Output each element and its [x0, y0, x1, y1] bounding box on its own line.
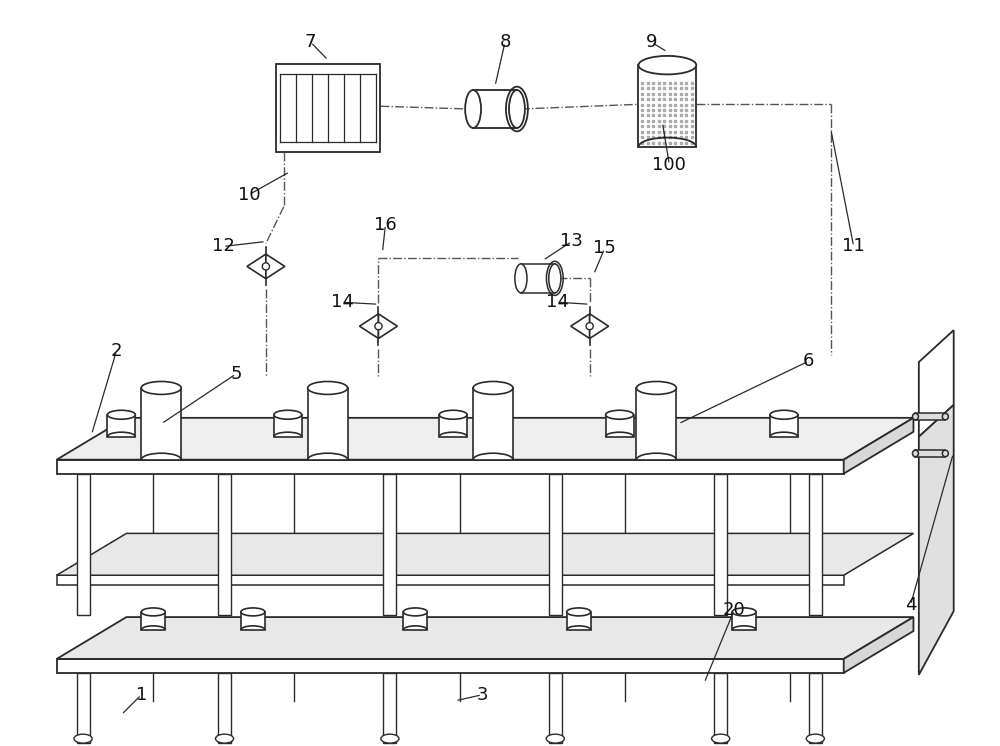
Bar	[732, 612, 756, 630]
Text: 8: 8	[499, 34, 511, 51]
Ellipse shape	[381, 734, 399, 743]
Text: 14: 14	[546, 293, 569, 311]
Ellipse shape	[439, 410, 467, 419]
Text: 4: 4	[905, 596, 916, 614]
Polygon shape	[57, 659, 844, 673]
Bar	[473, 90, 517, 128]
Ellipse shape	[308, 381, 348, 395]
Bar	[521, 264, 555, 292]
Ellipse shape	[473, 381, 513, 395]
Polygon shape	[360, 314, 378, 339]
Bar	[218, 474, 231, 615]
Polygon shape	[57, 533, 913, 575]
Ellipse shape	[549, 264, 561, 292]
Bar	[606, 415, 634, 436]
Bar	[714, 474, 727, 615]
Ellipse shape	[465, 90, 481, 128]
Ellipse shape	[215, 734, 234, 743]
Ellipse shape	[375, 322, 382, 330]
Bar	[383, 673, 396, 742]
Bar	[241, 612, 265, 630]
Ellipse shape	[606, 410, 634, 419]
Polygon shape	[57, 575, 844, 585]
Text: 10: 10	[238, 186, 260, 204]
Bar	[141, 388, 181, 460]
Polygon shape	[590, 314, 609, 339]
Text: 3: 3	[476, 686, 488, 703]
Ellipse shape	[586, 322, 593, 330]
Ellipse shape	[638, 56, 696, 75]
Bar	[274, 415, 302, 436]
Polygon shape	[57, 418, 913, 460]
Bar	[915, 413, 945, 420]
Text: 20: 20	[723, 601, 745, 619]
Ellipse shape	[712, 734, 730, 743]
Bar	[549, 673, 562, 742]
Ellipse shape	[732, 608, 756, 616]
Bar	[770, 415, 798, 436]
Bar	[809, 474, 822, 615]
Text: 13: 13	[560, 233, 583, 251]
Bar	[549, 474, 562, 615]
Polygon shape	[378, 314, 397, 339]
Ellipse shape	[107, 410, 135, 419]
Bar	[77, 673, 90, 742]
Ellipse shape	[912, 451, 918, 457]
Bar	[714, 673, 727, 742]
Bar	[77, 474, 90, 615]
Text: 6: 6	[803, 352, 815, 370]
Text: 15: 15	[593, 239, 616, 257]
Polygon shape	[919, 330, 954, 436]
Text: 7: 7	[305, 34, 316, 51]
Ellipse shape	[262, 263, 269, 270]
Bar	[809, 673, 822, 742]
Ellipse shape	[546, 734, 564, 743]
Text: 100: 100	[652, 156, 686, 174]
Text: 11: 11	[842, 237, 865, 255]
Polygon shape	[844, 418, 913, 474]
Text: 16: 16	[374, 216, 397, 233]
Ellipse shape	[567, 608, 591, 616]
Polygon shape	[844, 617, 913, 673]
Ellipse shape	[141, 381, 181, 395]
Bar	[439, 415, 467, 436]
Text: 14: 14	[331, 293, 354, 311]
Text: 12: 12	[212, 237, 234, 255]
Ellipse shape	[509, 90, 525, 128]
Bar	[403, 612, 427, 630]
Bar	[636, 388, 676, 460]
Polygon shape	[266, 254, 285, 279]
Bar	[638, 65, 696, 147]
Ellipse shape	[74, 734, 92, 743]
Ellipse shape	[942, 413, 948, 420]
Ellipse shape	[806, 734, 824, 743]
Ellipse shape	[241, 608, 265, 616]
Text: 5: 5	[230, 365, 242, 383]
Text: 2: 2	[111, 342, 122, 360]
Polygon shape	[919, 405, 954, 675]
Polygon shape	[57, 460, 844, 474]
Bar	[141, 612, 165, 630]
Ellipse shape	[912, 413, 918, 420]
Ellipse shape	[636, 381, 676, 395]
Text: 9: 9	[646, 34, 657, 51]
Bar	[473, 388, 513, 460]
Ellipse shape	[141, 608, 165, 616]
Bar	[276, 64, 380, 152]
Bar	[107, 415, 135, 436]
Bar	[308, 388, 348, 460]
Polygon shape	[57, 617, 913, 659]
Polygon shape	[571, 314, 590, 339]
Bar	[915, 451, 945, 457]
Bar	[567, 612, 591, 630]
Ellipse shape	[515, 264, 527, 292]
Text: 1: 1	[136, 686, 147, 703]
Ellipse shape	[274, 410, 302, 419]
Ellipse shape	[403, 608, 427, 616]
Polygon shape	[247, 254, 266, 279]
Bar	[218, 673, 231, 742]
Bar	[383, 474, 396, 615]
Ellipse shape	[770, 410, 798, 419]
Ellipse shape	[942, 451, 948, 457]
